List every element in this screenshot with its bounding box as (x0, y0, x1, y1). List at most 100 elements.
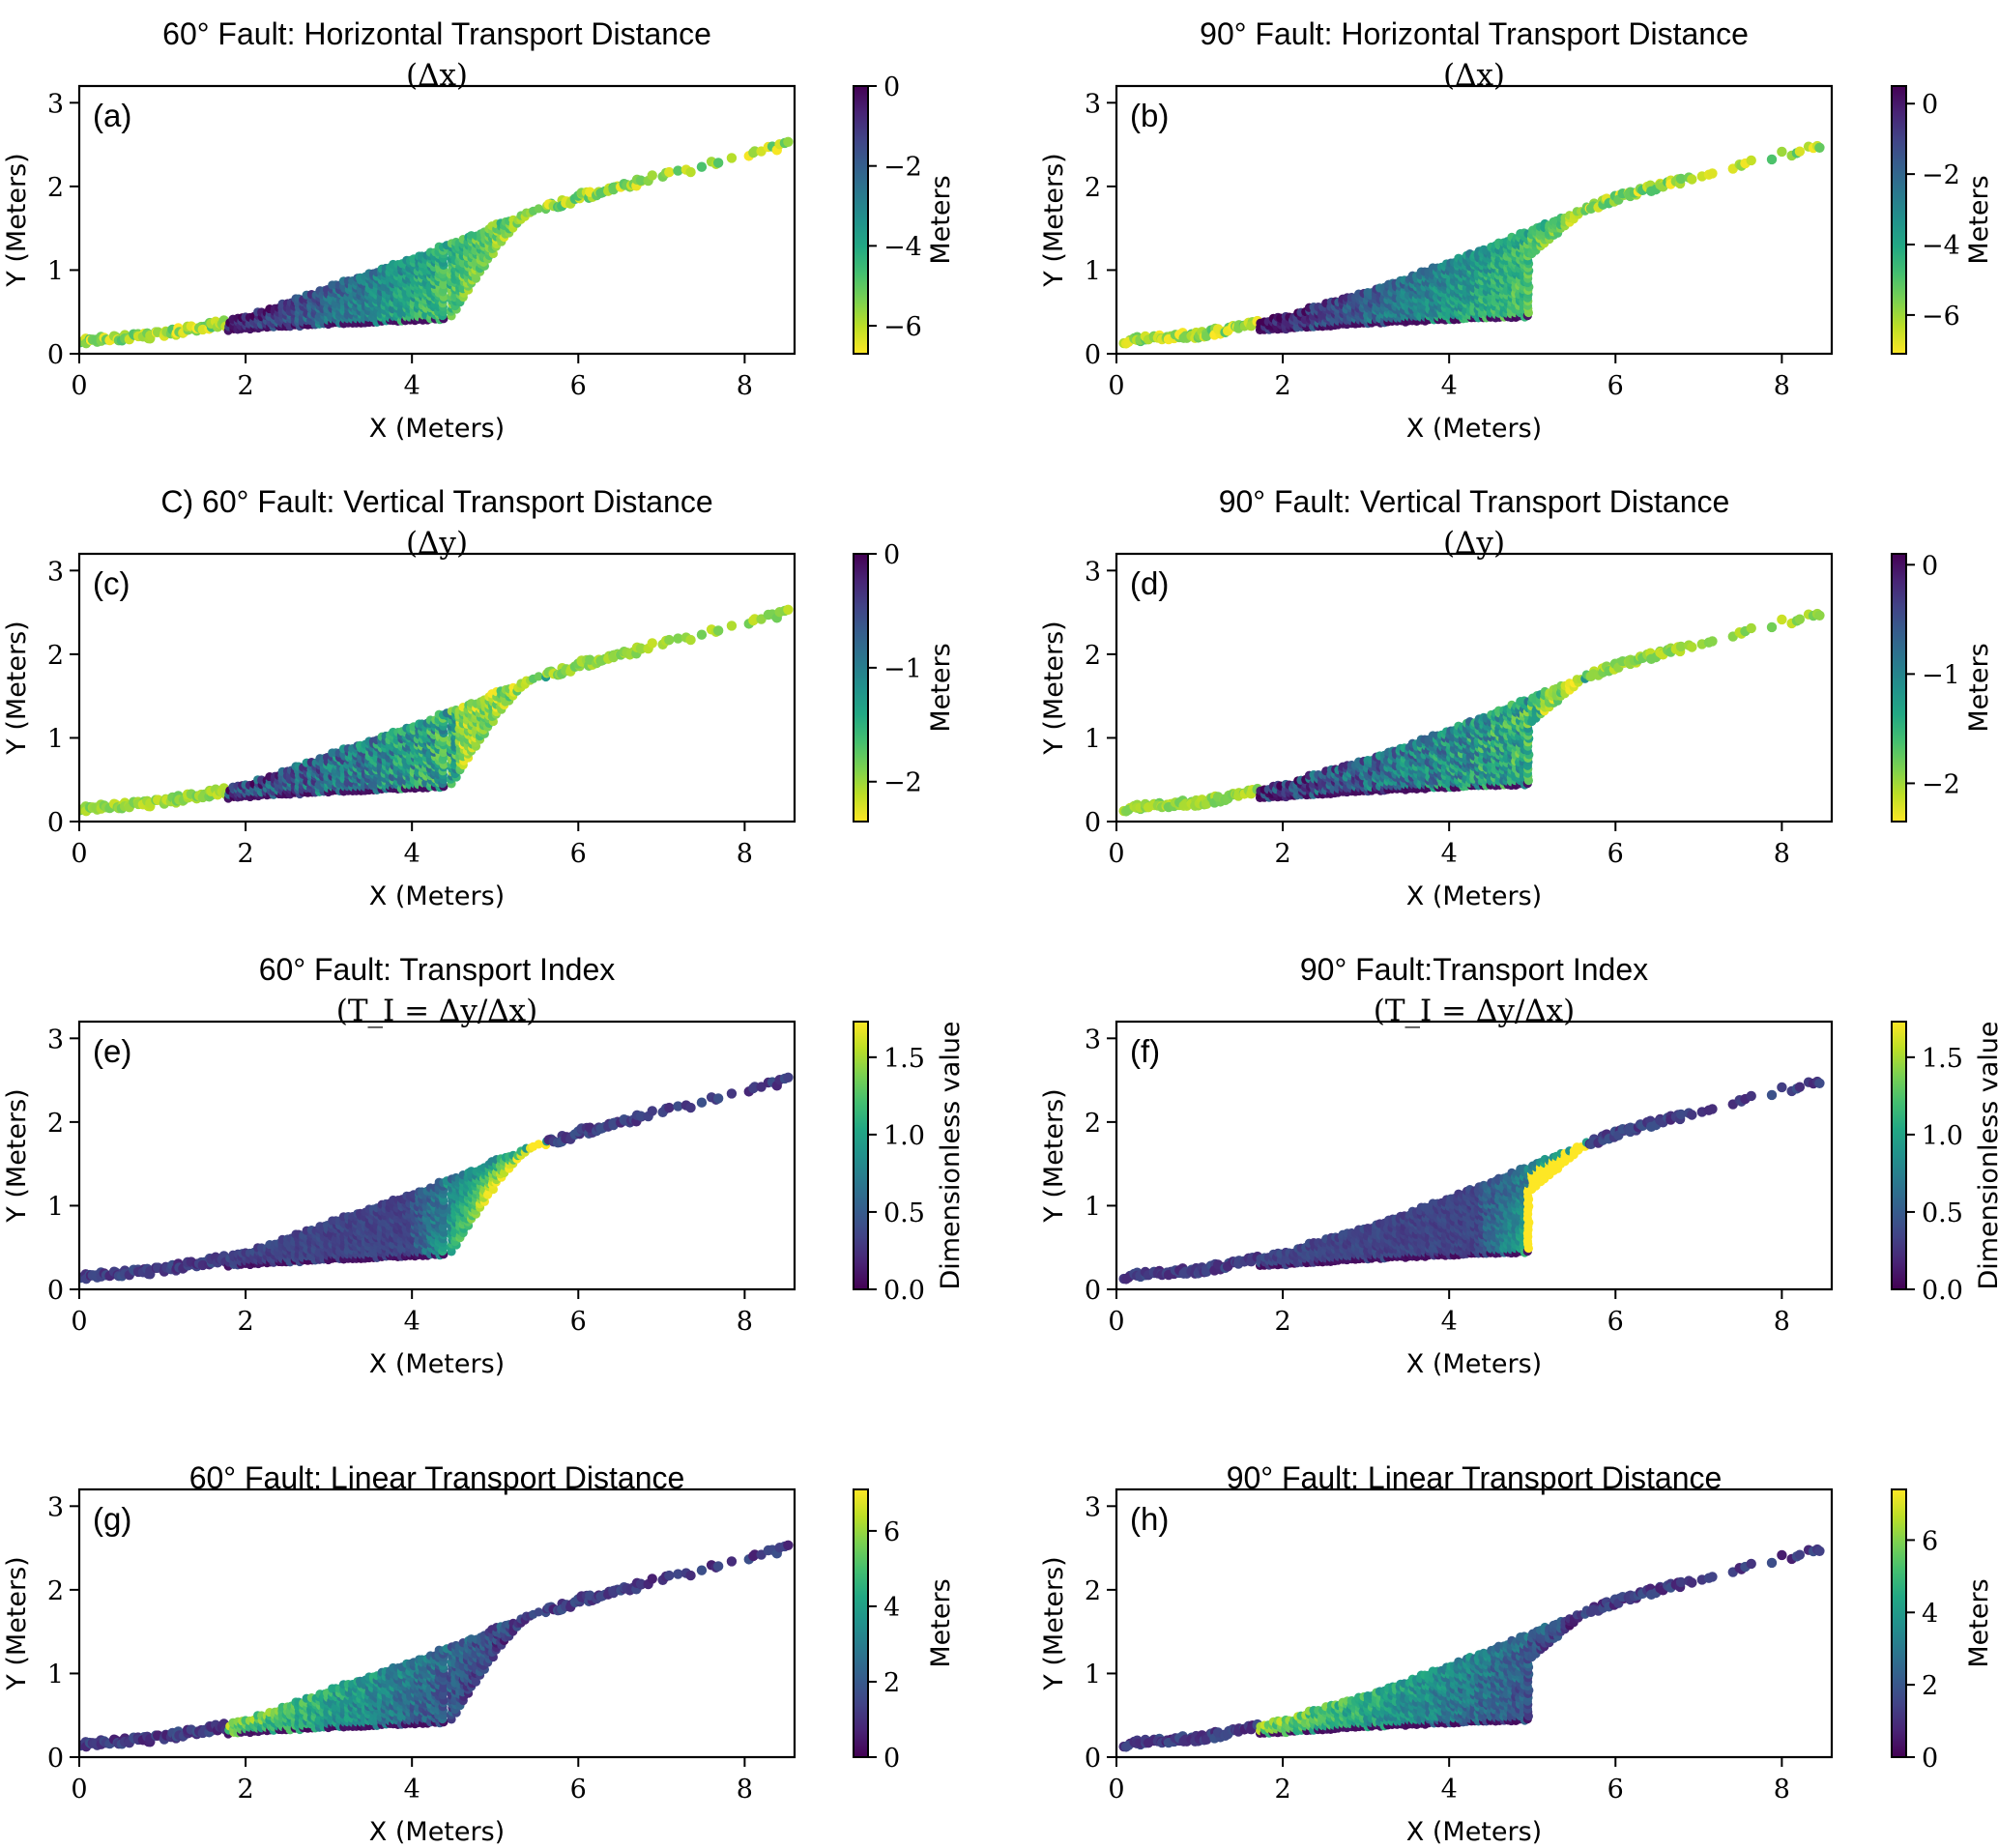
colorbar (1891, 553, 1907, 823)
y-tick-label: 1 (1085, 256, 1101, 286)
data-point (783, 136, 794, 147)
y-tick-label: 1 (47, 1192, 64, 1222)
panel-title: 60° Fault: Horizontal Transport Distance (162, 16, 711, 51)
data-point (712, 158, 724, 168)
panel-c: C) 60° Fault: Vertical Transport Distanc… (2, 484, 956, 911)
x-tick-label: 0 (71, 1307, 87, 1337)
x-tick-label: 4 (1441, 371, 1458, 401)
colorbar-label: Meters (926, 175, 956, 264)
data-point (1766, 621, 1778, 633)
x-tick-label: 0 (71, 371, 87, 401)
panel-letter: (b) (1130, 98, 1169, 133)
data-point (1794, 146, 1806, 157)
x-tick-label: 2 (237, 1307, 253, 1337)
scatter-points (79, 604, 794, 817)
colorbar-tick-label: 0.5 (883, 1198, 925, 1228)
scatter-points (1118, 140, 1825, 349)
panel-e: 60° Fault: Transport Index(T_I = Δy/Δx)0… (2, 952, 966, 1379)
x-tick-label: 4 (1441, 839, 1458, 869)
y-tick-label: 0 (47, 340, 64, 370)
panel-title: 90° Fault:Transport Index (1300, 952, 1648, 987)
data-point (1746, 622, 1756, 634)
x-tick-label: 2 (237, 371, 253, 401)
data-point (696, 1097, 708, 1108)
panel-letter: (a) (93, 98, 131, 133)
data-point (534, 1140, 543, 1149)
colorbar-label: Dimensionless value (936, 1021, 966, 1289)
colorbar-label: Meters (1964, 175, 1994, 264)
data-point (664, 634, 675, 646)
x-axis-label: X (Meters) (369, 1349, 505, 1379)
data-point (1814, 142, 1825, 154)
x-tick-label: 6 (570, 1307, 587, 1337)
y-tick-label: 2 (1085, 173, 1101, 203)
data-point (635, 643, 647, 653)
y-tick-label: 1 (1085, 724, 1101, 754)
data-point (1777, 146, 1787, 158)
x-tick-label: 0 (1108, 839, 1124, 869)
panel-title: 90° Fault: Vertical Transport Distance (1219, 484, 1730, 519)
x-tick-label: 6 (1607, 371, 1624, 401)
x-tick-label: 6 (570, 839, 587, 869)
scatter-points (1118, 608, 1825, 817)
x-tick-label: 8 (737, 371, 753, 401)
scatter-points (1118, 1076, 1825, 1285)
x-tick-label: 6 (570, 371, 587, 401)
data-point (685, 166, 696, 178)
data-point (696, 161, 708, 172)
y-tick-label: 0 (1085, 340, 1101, 370)
colorbar (1891, 85, 1907, 355)
y-tick-label: 3 (47, 557, 64, 587)
y-tick-label: 2 (47, 173, 64, 203)
y-axis-label: Y (Meters) (1039, 153, 1069, 287)
x-axis-label: X (Meters) (369, 881, 505, 911)
panel-subtitle: (Δy) (1443, 526, 1505, 561)
data-point (712, 1093, 724, 1104)
panel-subtitle: (Δx) (1443, 58, 1505, 93)
x-tick-label: 4 (404, 371, 420, 401)
colorbar (853, 85, 869, 355)
data-point (1687, 642, 1697, 652)
x-tick-label: 4 (404, 1307, 420, 1337)
y-axis-label: Y (Meters) (1039, 621, 1069, 755)
colorbar-tick-label: −6 (883, 312, 922, 342)
data-point (726, 153, 738, 163)
data-point (1707, 636, 1718, 647)
axes-frame (77, 1020, 796, 1291)
panel-title: C) 60° Fault: Vertical Transport Distanc… (160, 484, 712, 519)
axes-frame (77, 84, 796, 356)
data-point (1794, 614, 1806, 624)
panel-subtitle: (Δx) (406, 58, 468, 93)
data-point (664, 166, 675, 178)
colorbar-tick-label: 0 (1922, 551, 1938, 581)
panel-f: 90° Fault:Transport Index(T_I = Δy/Δx)0 2… (1039, 952, 1998, 1379)
colorbar-tick-label: 0 (1922, 90, 1938, 120)
colorbar-tick-label: −2 (883, 153, 922, 183)
data-point (534, 672, 543, 681)
y-tick-label: 1 (47, 724, 64, 754)
x-tick-label: 6 (1607, 839, 1624, 869)
data-point (1675, 173, 1687, 185)
colorbar-tick-label: 1.0 (883, 1121, 925, 1151)
colorbar-tick-label: −1 (1922, 660, 1960, 690)
colorbar-tick-label: 0 (883, 540, 900, 570)
y-tick-label: 3 (1085, 557, 1101, 587)
data-point (1777, 614, 1787, 625)
panel-letter: (c) (93, 565, 130, 601)
axes-frame (1115, 84, 1834, 356)
data-point (673, 633, 683, 644)
data-point (534, 204, 543, 214)
colorbar-tick-label: −2 (883, 768, 922, 798)
data-point (635, 1111, 647, 1121)
data-point (673, 1101, 683, 1112)
colorbar-tick-label: −2 (1922, 160, 1960, 190)
data-point (726, 1088, 738, 1099)
colorbar-label: Meters (1964, 643, 1994, 732)
y-tick-label: 2 (47, 641, 64, 671)
panel-subtitle: (T_I = Δy/Δx) (336, 994, 538, 1028)
y-tick-label: 3 (47, 89, 64, 119)
y-tick-label: 1 (47, 256, 64, 286)
x-tick-label: 4 (404, 839, 420, 869)
data-point (696, 629, 708, 640)
